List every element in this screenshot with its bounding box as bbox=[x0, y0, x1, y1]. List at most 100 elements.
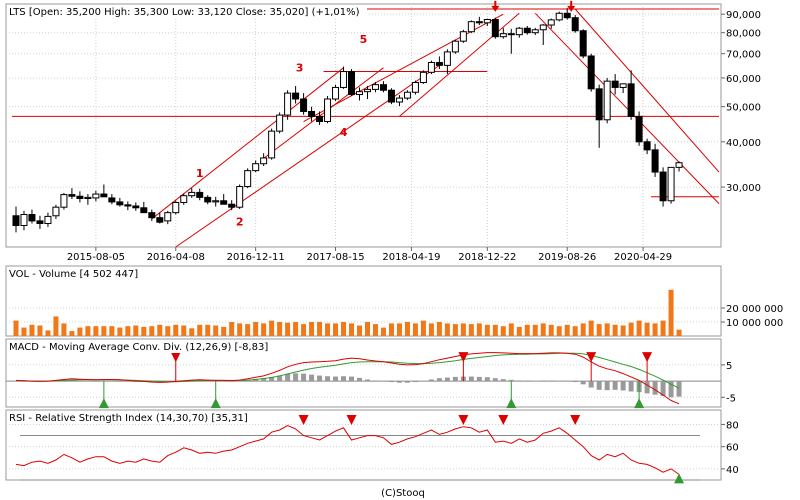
volume-bar bbox=[165, 326, 171, 336]
wave-label: 1 bbox=[196, 167, 204, 180]
macd-histogram-bar bbox=[524, 380, 530, 382]
macd-histogram-bar bbox=[109, 380, 115, 382]
volume-bar bbox=[444, 323, 450, 336]
candle-body bbox=[308, 110, 316, 117]
rsi-gridlines bbox=[6, 423, 721, 481]
macd-histogram-bar bbox=[588, 381, 594, 388]
macd-histogram-bar bbox=[676, 381, 682, 397]
volume-bar bbox=[189, 328, 195, 336]
candle-body bbox=[387, 89, 395, 103]
volume-bar bbox=[628, 322, 634, 336]
macd-histogram-bar bbox=[476, 376, 482, 382]
volume-bar bbox=[532, 324, 538, 336]
macd-y-tick-label: 5 bbox=[726, 361, 732, 372]
volume-bar bbox=[596, 324, 602, 336]
rsi-sell-marker bbox=[346, 415, 357, 425]
candle-body bbox=[252, 163, 260, 172]
macd-histogram-bar bbox=[293, 373, 299, 382]
candle-body bbox=[483, 18, 491, 24]
sell-arrow-head bbox=[491, 5, 500, 12]
date-tick-label: 2015-08-05 bbox=[67, 252, 125, 263]
candle-body bbox=[228, 203, 236, 208]
macd-histogram-bar bbox=[396, 381, 402, 383]
candle-body bbox=[443, 51, 451, 66]
volume-bar bbox=[668, 289, 674, 336]
candle-body bbox=[539, 24, 547, 31]
candle-body bbox=[28, 214, 36, 222]
macd-histogram-bar bbox=[556, 380, 562, 382]
candle-body bbox=[156, 217, 164, 223]
candle-body bbox=[459, 31, 467, 42]
volume-bar bbox=[372, 324, 378, 336]
date-axis: 2015-08-05 2016-04-08 2016-12-11 2017-08-15… bbox=[67, 247, 672, 263]
wave-label: 4 bbox=[340, 126, 348, 139]
candle-body bbox=[68, 194, 76, 197]
volume-bar bbox=[141, 326, 147, 336]
volume-bar bbox=[516, 326, 522, 336]
volume-bar bbox=[333, 323, 339, 336]
volume-bar bbox=[293, 322, 299, 336]
candle-body bbox=[348, 71, 356, 96]
candle-body bbox=[499, 33, 507, 38]
macd-histogram-bar bbox=[261, 378, 267, 382]
candlestick-series bbox=[12, 8, 683, 233]
volume-bar bbox=[277, 322, 283, 336]
volume-bar bbox=[45, 330, 51, 336]
volume-bar bbox=[412, 323, 418, 336]
candle-body bbox=[324, 98, 332, 123]
macd-histogram-bar bbox=[540, 380, 546, 382]
candle-body bbox=[467, 21, 475, 33]
candle-body bbox=[643, 141, 651, 151]
volume-bar bbox=[285, 322, 291, 336]
rsi-buy-marker bbox=[674, 473, 685, 484]
candle-body bbox=[180, 195, 188, 203]
volume-bar bbox=[676, 329, 682, 336]
macd-histogram-bar bbox=[652, 381, 658, 395]
macd-histogram-bar bbox=[357, 377, 363, 382]
volume-bar bbox=[101, 326, 107, 336]
volume-bar bbox=[221, 326, 227, 336]
wave-label: 3 bbox=[296, 62, 304, 75]
candle-body bbox=[284, 92, 292, 116]
wave-label: 5 bbox=[360, 33, 368, 46]
macd-line bbox=[15, 352, 680, 405]
volume-gridlines bbox=[6, 307, 721, 323]
candle-body bbox=[44, 215, 52, 225]
volume-bar bbox=[548, 324, 554, 336]
macd-histogram-bar bbox=[221, 381, 227, 382]
candle-body bbox=[340, 71, 348, 88]
volume-bar bbox=[37, 325, 43, 336]
volume-bar bbox=[357, 325, 363, 336]
macd-histogram-bar bbox=[285, 373, 291, 382]
candle-body bbox=[300, 98, 308, 112]
date-tick-label: 2019-08-26 bbox=[538, 252, 596, 263]
price-y-axis: 90,000 80,000 70,000 60,000 50,000 40,000 30,0… bbox=[721, 10, 761, 194]
footer-credit: (C)Stooq bbox=[381, 488, 425, 499]
candle-body bbox=[332, 86, 340, 100]
candle-body bbox=[108, 197, 116, 203]
macd-histogram-bar bbox=[628, 381, 634, 392]
price-legend-bg bbox=[7, 5, 367, 18]
volume-bar bbox=[133, 325, 139, 336]
candle-body bbox=[571, 17, 579, 32]
candle-body bbox=[619, 83, 627, 88]
volume-bar bbox=[197, 324, 203, 336]
volume-bar bbox=[325, 323, 331, 336]
candle-body bbox=[611, 80, 619, 88]
macd-histogram-bar bbox=[229, 381, 235, 382]
volume-bar bbox=[29, 324, 35, 336]
volume-bar bbox=[85, 326, 91, 336]
candle-body bbox=[475, 21, 483, 24]
macd-histogram-bar bbox=[612, 381, 618, 390]
macd-histogram-bar bbox=[101, 380, 107, 382]
rsi-y-axis: 80 60 40 bbox=[721, 420, 739, 476]
candle-body bbox=[292, 92, 300, 100]
macd-sell-marker bbox=[586, 352, 597, 363]
macd-histogram-bar bbox=[301, 373, 307, 382]
volume-bar bbox=[540, 323, 546, 336]
volume-bar bbox=[524, 324, 530, 336]
macd-histogram-bar bbox=[325, 376, 331, 382]
macd-histogram-bar bbox=[380, 381, 386, 382]
macd-markers bbox=[98, 352, 653, 409]
